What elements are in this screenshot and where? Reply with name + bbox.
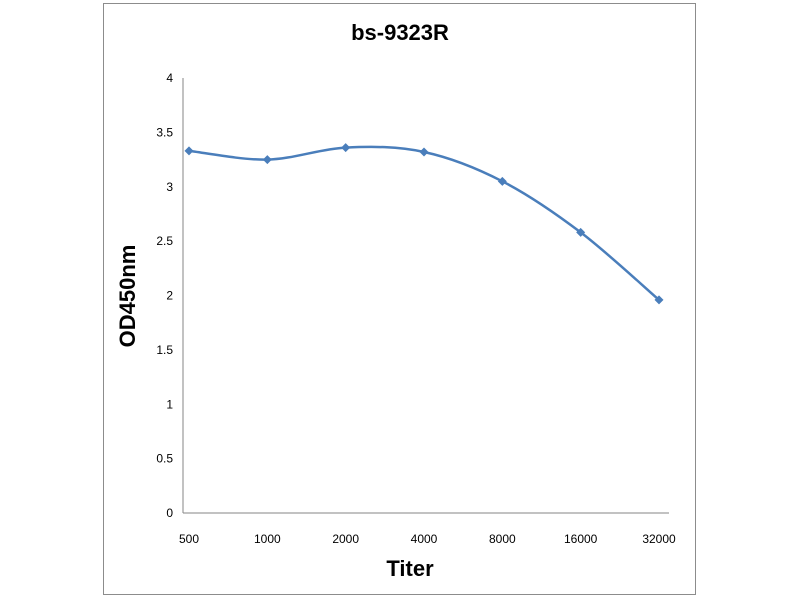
y-tick-label: 2 — [166, 289, 173, 303]
chart-title: bs-9323R — [351, 20, 449, 45]
data-point-marker — [262, 155, 272, 165]
y-tick-label: 0 — [166, 506, 173, 520]
y-tick-label: 3.5 — [156, 125, 173, 139]
y-tick-label: 4 — [166, 71, 173, 85]
y-tick-labels: 0 0.5 1 1.5 2 2.5 3 3.5 4 — [156, 71, 173, 520]
y-tick-label: 3 — [166, 180, 173, 194]
series-line — [188, 145, 660, 301]
x-tick-labels: 500 1000 2000 4000 8000 16000 32000 — [179, 532, 676, 546]
x-tick-label: 8000 — [489, 532, 516, 546]
data-point-marker — [341, 143, 351, 153]
x-tick-label: 16000 — [564, 532, 598, 546]
x-axis-title: Titer — [386, 556, 434, 581]
y-tick-label: 0.5 — [156, 452, 173, 466]
y-tick-label: 1 — [166, 397, 173, 411]
data-point-marker — [419, 147, 429, 157]
data-point-marker — [497, 176, 507, 186]
y-tick-label: 1.5 — [156, 343, 173, 357]
data-point-marker — [184, 146, 194, 156]
y-axis-title: OD450nm — [115, 245, 140, 348]
x-tick-label: 32000 — [642, 532, 676, 546]
data-point-marker — [654, 295, 664, 305]
series-markers — [184, 143, 664, 305]
y-tick-label: 2.5 — [156, 234, 173, 248]
x-tick-label: 4000 — [411, 532, 438, 546]
x-tick-label: 500 — [179, 532, 199, 546]
data-point-marker — [576, 227, 586, 237]
chart-frame — [103, 3, 696, 595]
x-tick-label: 1000 — [254, 532, 281, 546]
x-tick-label: 2000 — [332, 532, 359, 546]
